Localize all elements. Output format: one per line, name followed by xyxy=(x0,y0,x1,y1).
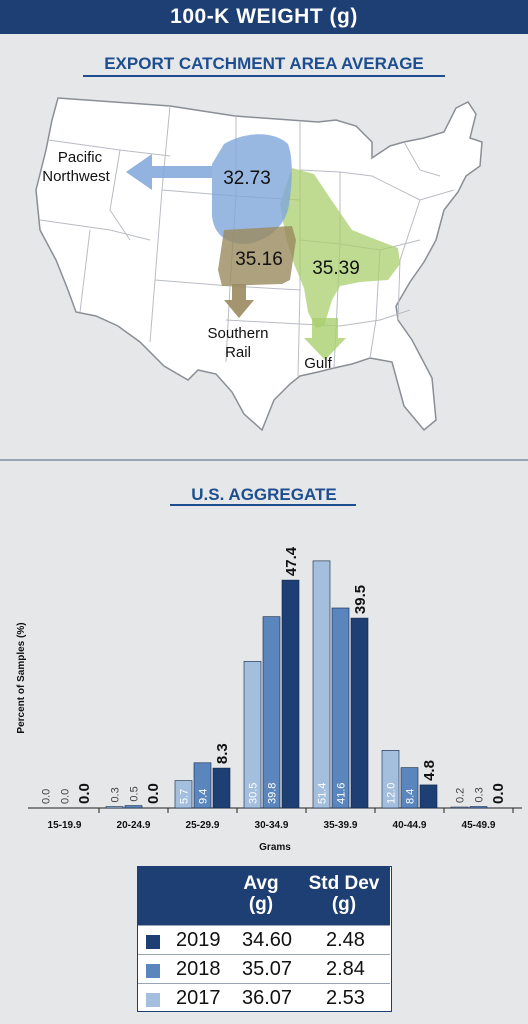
stats-year: 2017 xyxy=(176,987,221,1009)
stats-year: 2019 xyxy=(176,929,221,951)
section-divider xyxy=(0,459,528,461)
bar-2019-35-39.9 xyxy=(350,617,369,809)
pnw-arrow xyxy=(126,154,212,190)
pnw-label-line1: Pacific xyxy=(58,149,103,166)
pnw-label-line2: Northwest xyxy=(42,168,110,185)
x-tick-label-25-29.9: 25-29.9 xyxy=(186,820,220,831)
data-label-2017-30-34.9: 30.5 xyxy=(247,783,259,804)
x-tick-label-45-49.9: 45-49.9 xyxy=(462,820,496,831)
bar-2019-30-34.9 xyxy=(281,579,300,809)
sd-header: Std Dev (g) xyxy=(298,873,390,915)
histogram-chart: Percent of Samples (%) 0.0 0.0 0.015-19.90… xyxy=(16,546,522,853)
data-label-2019-35-39.9: 39.5 xyxy=(352,585,369,614)
bar-2017-30-34.9 xyxy=(243,661,262,809)
southern-rail-label-line1: Southern xyxy=(208,325,269,342)
stats-sd: 2.48 xyxy=(326,929,365,951)
southern-rail-region xyxy=(218,226,296,318)
bar-2018-25-29.9 xyxy=(193,762,212,809)
data-label-2018-25-29.9: 9.4 xyxy=(197,789,209,804)
y-axis-label: Percent of Samples (%) xyxy=(16,622,27,733)
x-axis-label: Grams xyxy=(259,842,291,853)
data-label-2017-45-49.9: 0.2 xyxy=(454,788,466,803)
stats-avg: 36.07 xyxy=(242,987,293,1009)
data-label-2017-25-29.9: 5.7 xyxy=(178,789,190,804)
bars-group: 0.0 0.0 0.0 15-19.9 0.3 0.5 0.0 20-24.9 5.7 9.4 8.… xyxy=(40,546,514,831)
data-label-2019-20-24.9: 0.0 xyxy=(145,783,162,804)
bar-2018-45-49.9 xyxy=(469,806,488,809)
data-label-2018-45-49.9: 0.3 xyxy=(473,787,485,802)
stats-row-2018: 2018 35.07 2.84 xyxy=(138,954,390,983)
stats-sd: 2.84 xyxy=(326,958,365,980)
gulf-arrow xyxy=(304,318,346,360)
gulf-value: 35.39 xyxy=(312,258,360,279)
bar-2019-40-44.9 xyxy=(419,784,438,809)
data-label-2018-15-19.9: 0.0 xyxy=(59,789,71,804)
bar-2017-20-24.9 xyxy=(105,806,124,809)
stats-row-2019: 2019 34.60 2.48 xyxy=(138,925,390,954)
bar-2018-35-39.9 xyxy=(331,607,350,809)
data-label-2019-40-44.9: 4.8 xyxy=(421,760,438,781)
data-label-2017-20-24.9: 0.3 xyxy=(109,787,121,802)
stats-year: 2018 xyxy=(176,958,221,980)
x-tick-label-15-19.9: 15-19.9 xyxy=(48,820,82,831)
x-tick-label-20-24.9: 20-24.9 xyxy=(117,820,151,831)
avg-header-line2: (g) xyxy=(248,894,274,915)
bar-2018-40-44.9 xyxy=(400,767,419,809)
southern-rail-value: 35.16 xyxy=(235,249,283,270)
bar-2017-35-39.9 xyxy=(312,560,331,809)
page-title: 100-K WEIGHT (g) xyxy=(170,5,358,28)
data-label-2017-35-39.9: 51.4 xyxy=(316,783,328,804)
stats-table-header: Avg (g) Std Dev (g) xyxy=(138,867,390,925)
stats-avg: 35.07 xyxy=(242,958,293,980)
legend-swatch-2018 xyxy=(146,964,160,978)
map-title: EXPORT CATCHMENT AREA AVERAGE xyxy=(104,54,424,73)
bar-2018-30-34.9 xyxy=(262,616,281,809)
data-label-2018-40-44.9: 8.4 xyxy=(404,789,416,804)
data-label-2019-25-29.9: 8.3 xyxy=(214,743,231,764)
pnw-value: 32.73 xyxy=(223,168,271,189)
bar-2018-20-24.9 xyxy=(124,805,143,809)
data-label-2018-30-34.9: 39.8 xyxy=(266,783,278,804)
data-label-2018-35-39.9: 41.6 xyxy=(335,783,347,804)
header-bar: 100-K WEIGHT (g) xyxy=(0,0,528,34)
pnw-region xyxy=(126,134,292,244)
us-map: 32.73 35.16 35.39 Pacific Northwest Sout… xyxy=(35,97,483,432)
bar-2017-25-29.9 xyxy=(174,780,193,809)
avg-header: Avg (g) xyxy=(226,873,296,915)
data-label-2017-40-44.9: 12.0 xyxy=(385,783,397,804)
avg-header-line1: Avg xyxy=(243,873,279,894)
gulf-region xyxy=(280,168,400,360)
data-label-2019-30-34.9: 47.4 xyxy=(283,546,300,576)
bar-2017-40-44.9 xyxy=(381,750,400,809)
chart-title-rule xyxy=(170,504,356,506)
stats-row-2017: 2017 36.07 2.53 xyxy=(138,983,390,1012)
stats-sd: 2.53 xyxy=(326,987,365,1009)
chart-title: U.S. AGGREGATE xyxy=(191,485,337,504)
southern-rail-arrow xyxy=(224,284,254,318)
bar-2019-25-29.9 xyxy=(212,767,231,809)
data-label-2017-15-19.9: 0.0 xyxy=(40,789,52,804)
gulf-label: Gulf xyxy=(304,355,332,372)
bar-2017-45-49.9 xyxy=(450,806,469,809)
legend-swatch-2017 xyxy=(146,993,160,1007)
data-label-2019-15-19.9: 0.0 xyxy=(76,783,93,804)
data-label-2018-20-24.9: 0.5 xyxy=(128,786,140,801)
stats-table: Avg (g) Std Dev (g) 2019 34.60 2.48 2018… xyxy=(137,866,392,1012)
legend-swatch-2019 xyxy=(146,935,160,949)
stats-avg: 34.60 xyxy=(242,929,293,951)
data-label-2019-45-49.9: 0.0 xyxy=(490,783,507,804)
x-tick-label-30-34.9: 30-34.9 xyxy=(255,820,289,831)
sd-header-line1: Std Dev xyxy=(308,873,380,894)
x-tick-label-35-39.9: 35-39.9 xyxy=(324,820,358,831)
sd-header-line2: (g) xyxy=(331,894,357,915)
map-title-rule xyxy=(83,75,445,77)
x-tick-label-40-44.9: 40-44.9 xyxy=(393,820,427,831)
southern-rail-label-line2: Rail xyxy=(225,344,251,361)
